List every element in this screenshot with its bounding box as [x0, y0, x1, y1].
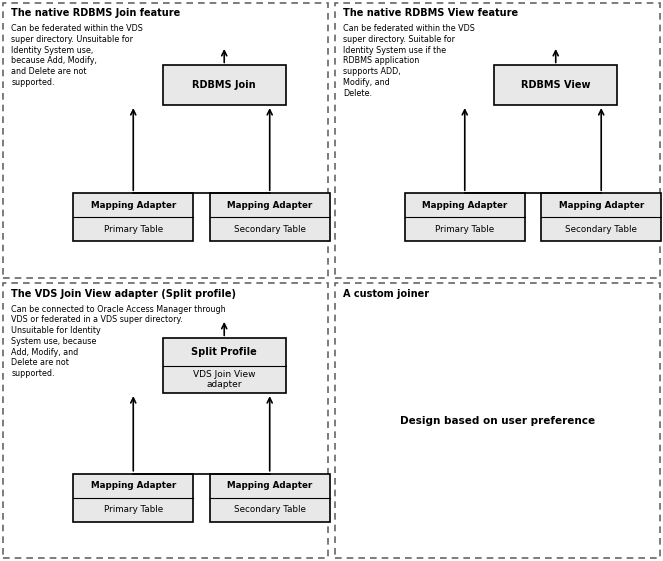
Text: Mapping Adapter: Mapping Adapter — [91, 481, 176, 490]
Bar — [335, 3, 660, 278]
Text: RDBMS View: RDBMS View — [521, 80, 591, 90]
Text: RDBMS Join: RDBMS Join — [192, 80, 256, 90]
Text: The VDS Join View adapter (Split profile): The VDS Join View adapter (Split profile… — [11, 289, 236, 299]
Bar — [162, 338, 286, 393]
Bar — [162, 65, 286, 105]
Text: Secondary Table: Secondary Table — [234, 225, 306, 234]
Text: Primary Table: Primary Table — [435, 225, 495, 234]
Text: Secondary Table: Secondary Table — [234, 505, 306, 514]
Text: Can be federated within the VDS
super directory. Unsuitable for
Identity System : Can be federated within the VDS super di… — [11, 24, 143, 87]
Text: Mapping Adapter: Mapping Adapter — [227, 201, 312, 210]
Bar — [404, 193, 525, 241]
Text: The native RDBMS Join feature: The native RDBMS Join feature — [11, 8, 180, 19]
Text: Design based on user preference: Design based on user preference — [400, 416, 595, 426]
Bar — [210, 193, 330, 241]
Text: Mapping Adapter: Mapping Adapter — [227, 481, 312, 490]
Text: Can be connected to Oracle Access Manager through
VDS or federated in a VDS supe: Can be connected to Oracle Access Manage… — [11, 305, 226, 378]
Text: Split Profile: Split Profile — [192, 347, 257, 357]
Text: Secondary Table: Secondary Table — [566, 225, 637, 234]
Text: Mapping Adapter: Mapping Adapter — [91, 201, 176, 210]
Text: Can be federated within the VDS
super directory. Suitable for
Identity System us: Can be federated within the VDS super di… — [343, 24, 475, 98]
Text: Mapping Adapter: Mapping Adapter — [422, 201, 507, 210]
Text: Mapping Adapter: Mapping Adapter — [559, 201, 644, 210]
Bar — [494, 65, 617, 105]
Bar — [541, 193, 661, 241]
Bar — [73, 193, 194, 241]
Bar — [73, 473, 194, 522]
Text: VDS Join View
adapter: VDS Join View adapter — [193, 370, 255, 389]
Bar — [335, 283, 660, 558]
Text: The native RDBMS View feature: The native RDBMS View feature — [343, 8, 518, 19]
Text: A custom joiner: A custom joiner — [343, 289, 429, 299]
Bar — [210, 473, 330, 522]
Text: Primary Table: Primary Table — [103, 505, 163, 514]
Bar — [3, 3, 328, 278]
Bar — [3, 283, 328, 558]
Text: Primary Table: Primary Table — [103, 225, 163, 234]
